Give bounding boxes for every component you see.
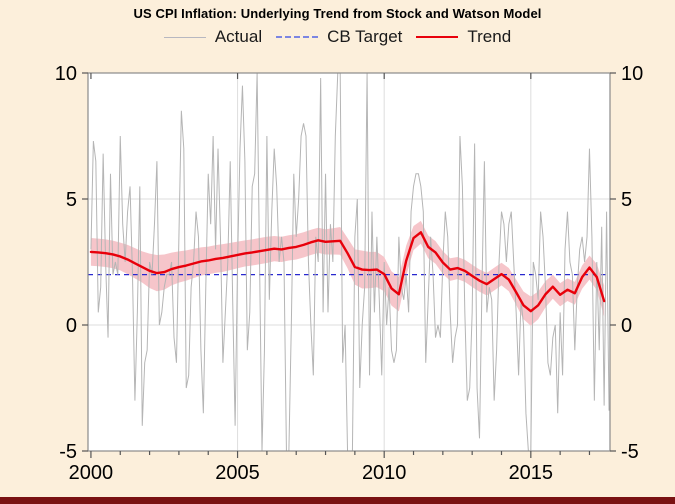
legend-label-trend: Trend	[467, 27, 512, 46]
chart-legend: Actual CB Target Trend	[0, 27, 675, 47]
inflation-plot-svg: -5 -5 0 0 5 5 10 10 2000 2005 2010 2015	[55, 63, 644, 484]
legend-label-cb-target: CB Target	[327, 27, 403, 46]
x-axis-tick-label: 2010	[362, 462, 407, 484]
y-axis-tick-label-left: -5	[59, 441, 77, 463]
trend-confidence-band	[90, 220, 605, 326]
legend-item-actual: Actual	[163, 27, 263, 47]
cb-target-dash-swatch	[276, 36, 319, 38]
y-axis-tick-label-right: 5	[621, 189, 632, 211]
y-axis-tick-label-left: 5	[66, 189, 77, 211]
y-axis-tick-label-right: 10	[621, 63, 643, 85]
y-axis-tick-label-left: 10	[55, 63, 77, 85]
x-axis-tick-label: 2005	[215, 462, 260, 484]
legend-item-cb-target: CB Target	[276, 27, 402, 47]
y-axis-tick-label-right: 0	[621, 315, 632, 337]
footer-accent-bar	[0, 497, 675, 504]
x-axis-tick-label: 2015	[509, 462, 554, 484]
plot-frame	[87, 72, 611, 452]
chart-title: US CPI Inflation: Underlying Trend from …	[133, 6, 542, 21]
y-axis-tick-label-left: 0	[66, 315, 77, 337]
legend-label-actual: Actual	[214, 27, 263, 46]
y-axis-tick-label-right: -5	[621, 441, 639, 463]
trend-line	[89, 231, 606, 313]
trend-line-swatch	[416, 36, 459, 38]
actual-line-swatch	[163, 36, 206, 38]
legend-item-trend: Trend	[416, 27, 511, 47]
x-axis-tick-label: 2000	[69, 462, 114, 484]
